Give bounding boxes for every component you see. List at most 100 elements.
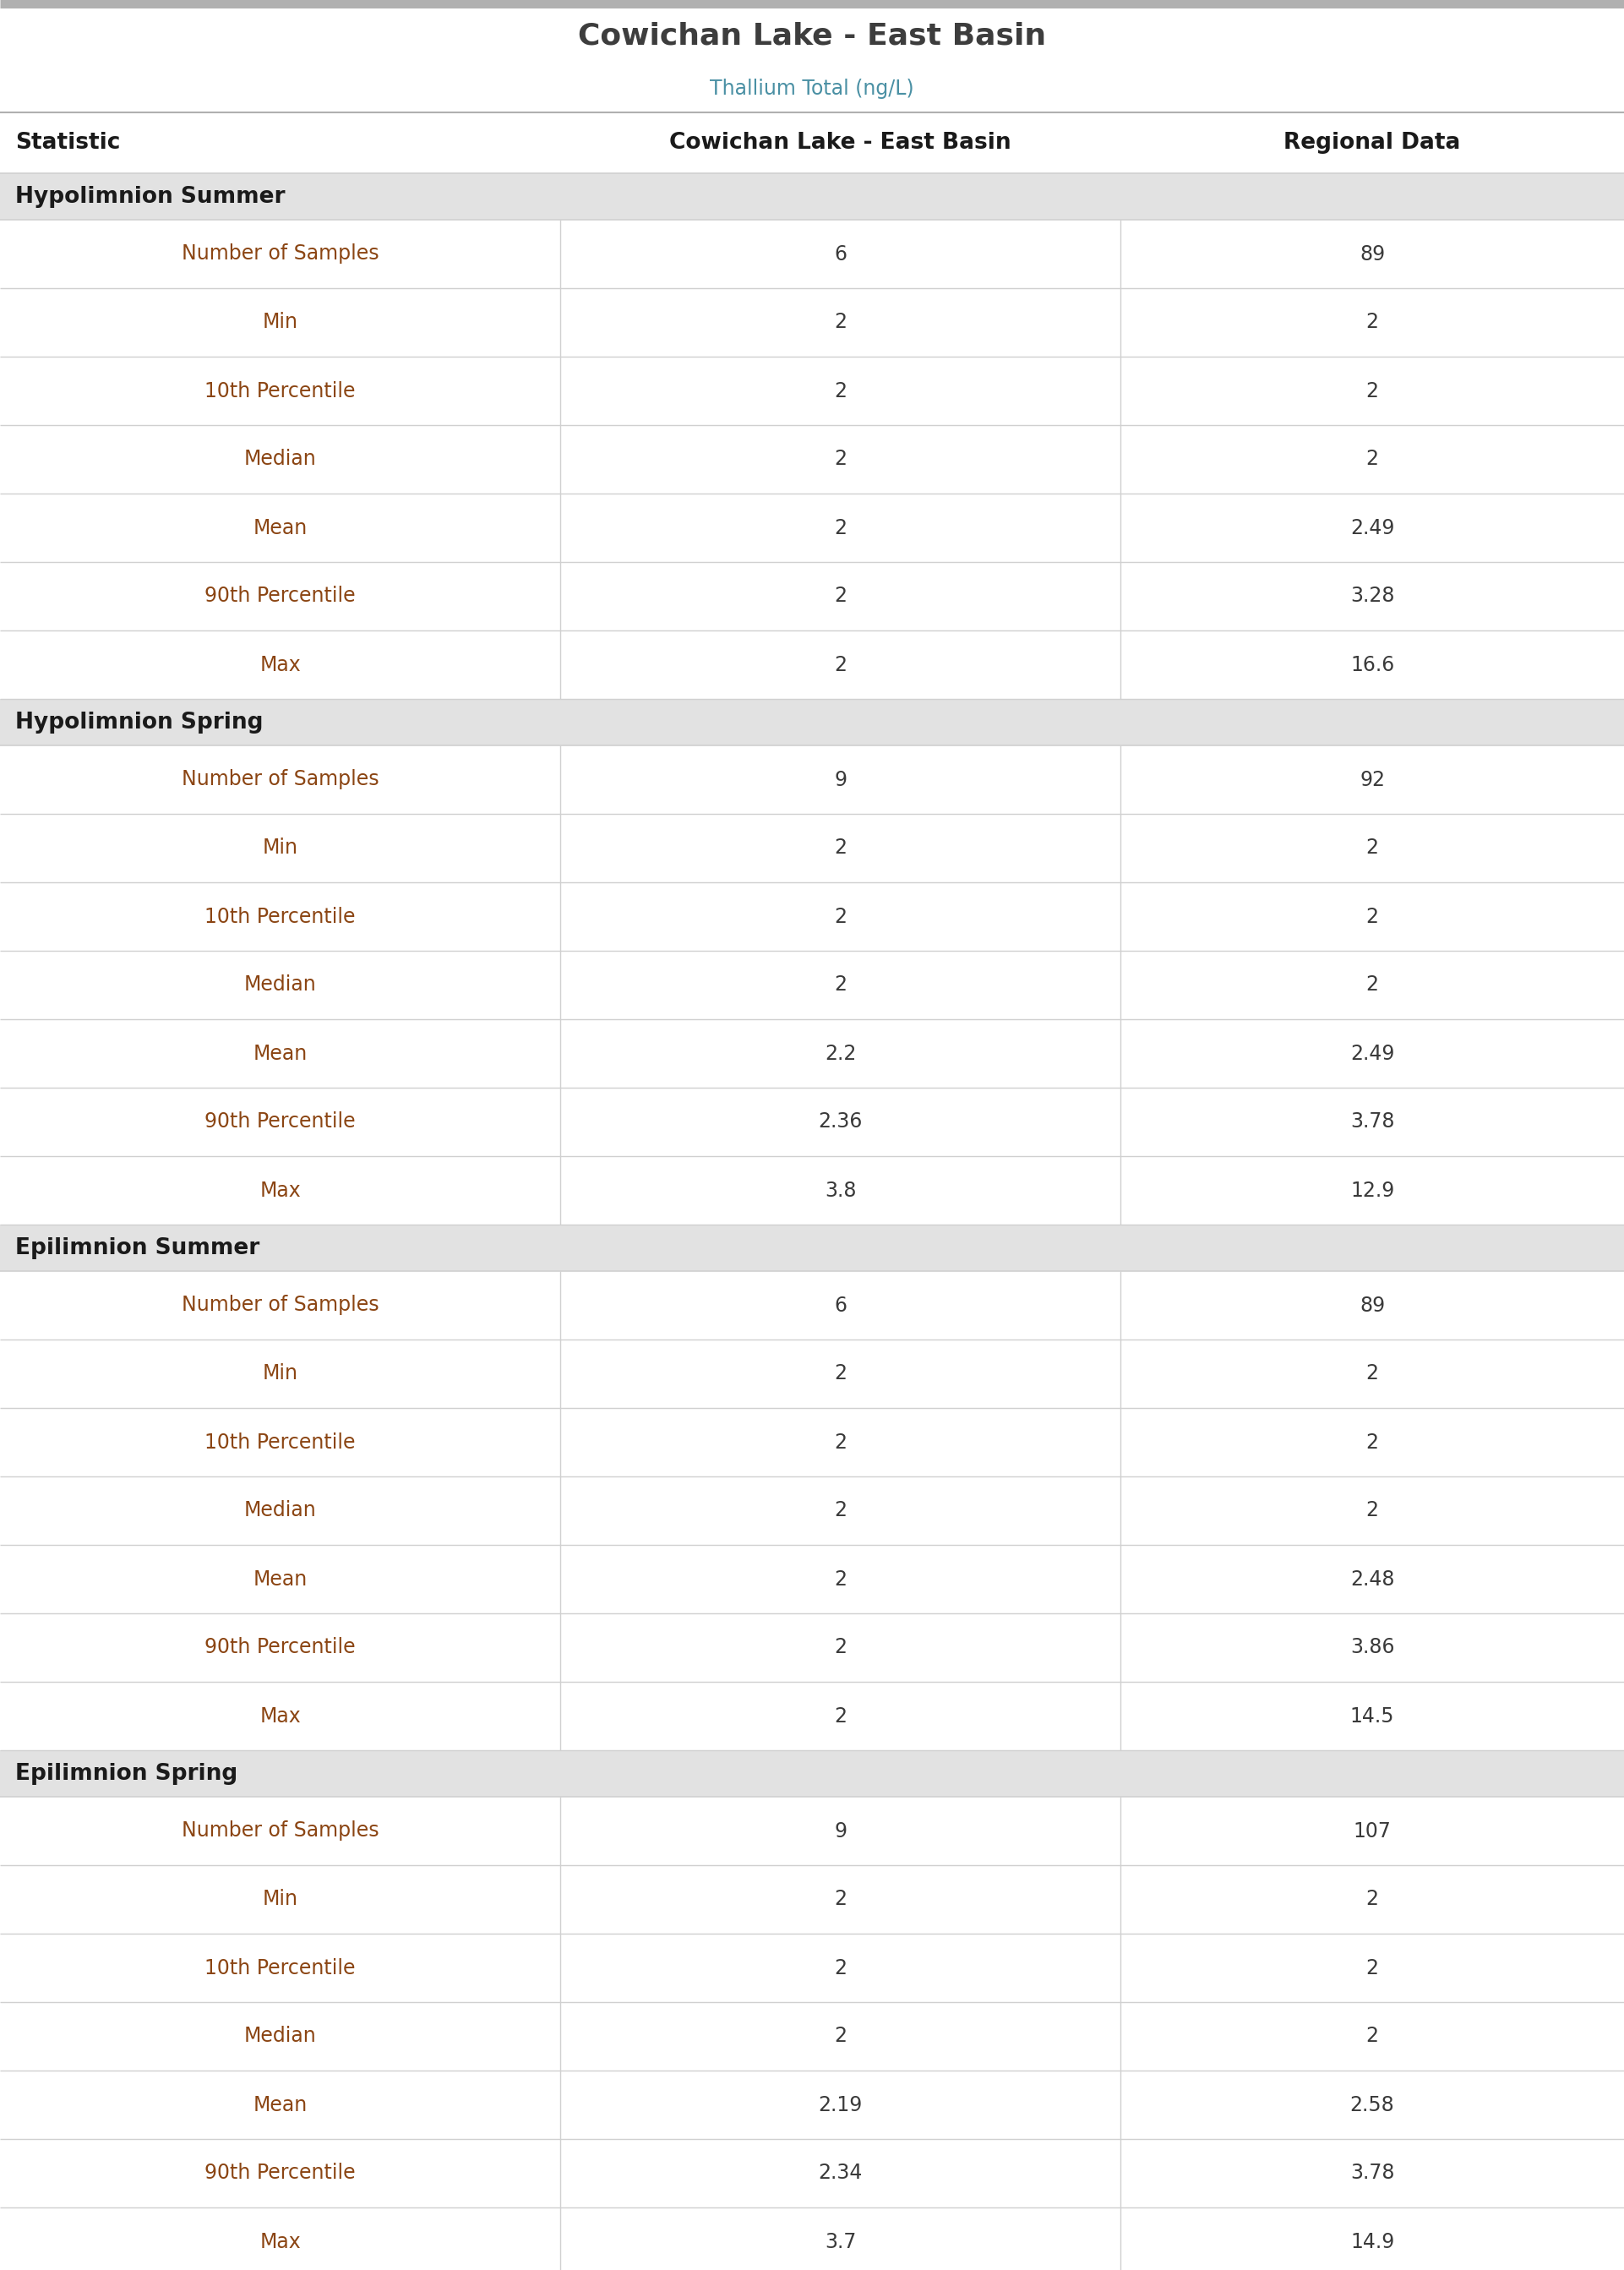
Bar (0, 563, 1624, 631)
Text: 10th Percentile: 10th Percentile (205, 381, 356, 402)
Text: 14.5: 14.5 (1350, 1705, 1395, 1725)
Text: 10th Percentile: 10th Percentile (205, 1432, 356, 1453)
Bar (0, 288, 1624, 356)
Bar (0, 1682, 1624, 1750)
Text: 3.7: 3.7 (825, 2231, 856, 2252)
Text: 2: 2 (835, 1569, 846, 1589)
Text: 2: 2 (835, 1432, 846, 1453)
Bar (0, 1339, 1624, 1407)
Text: 2: 2 (835, 381, 846, 402)
Bar (0, 424, 1624, 493)
Text: Min: Min (263, 1364, 297, 1385)
Bar (0, 2138, 1624, 2206)
Text: 90th Percentile: 90th Percentile (205, 2163, 356, 2184)
Text: 2: 2 (835, 906, 846, 926)
Bar (0, 1155, 1624, 1224)
Text: 2.48: 2.48 (1350, 1569, 1395, 1589)
Bar (0, 699, 1624, 745)
Text: 2: 2 (835, 586, 846, 606)
Bar (0, 114, 1624, 173)
Text: 2.36: 2.36 (818, 1112, 862, 1133)
Text: 2: 2 (1366, 1432, 1379, 1453)
Bar (0, 2206, 1624, 2270)
Bar (0, 1019, 1624, 1087)
Bar (0, 631, 1624, 699)
Bar (0, 356, 1624, 424)
Text: 10th Percentile: 10th Percentile (205, 1957, 356, 1977)
Text: Max: Max (260, 1180, 300, 1201)
Text: Max: Max (260, 1705, 300, 1725)
Bar (0, 493, 1624, 563)
Text: 2.19: 2.19 (818, 2095, 862, 2116)
Text: 2: 2 (835, 1957, 846, 1977)
Bar (0, 745, 1624, 815)
Text: Number of Samples: Number of Samples (182, 770, 378, 790)
Bar (0, 1476, 1624, 1546)
Text: 2: 2 (835, 974, 846, 994)
Text: 2: 2 (835, 838, 846, 858)
Bar (0, 173, 1624, 220)
Text: 3.86: 3.86 (1350, 1637, 1395, 1657)
Text: Median: Median (244, 974, 317, 994)
Text: Hypolimnion Spring: Hypolimnion Spring (15, 711, 263, 733)
Text: Regional Data: Regional Data (1285, 132, 1460, 154)
Text: Min: Min (263, 313, 297, 334)
Text: 2.49: 2.49 (1350, 1044, 1395, 1065)
Text: 12.9: 12.9 (1350, 1180, 1395, 1201)
Text: 92: 92 (1359, 770, 1385, 790)
Text: 2: 2 (1366, 838, 1379, 858)
Text: 2: 2 (835, 313, 846, 334)
Text: Min: Min (263, 1889, 297, 1909)
Text: 89: 89 (1359, 1296, 1385, 1314)
Text: 2: 2 (1366, 1364, 1379, 1385)
Bar (0, 883, 1624, 951)
Text: Cowichan Lake - East Basin: Cowichan Lake - East Basin (669, 132, 1012, 154)
Text: 3.28: 3.28 (1350, 586, 1395, 606)
Text: 2: 2 (835, 1500, 846, 1521)
Text: Cowichan Lake - East Basin: Cowichan Lake - East Basin (578, 20, 1046, 50)
Text: 2: 2 (1366, 1500, 1379, 1521)
Bar (0, 1271, 1624, 1339)
Text: 3.8: 3.8 (825, 1180, 856, 1201)
Text: Thallium Total (ng/L): Thallium Total (ng/L) (710, 79, 914, 100)
Text: 2: 2 (835, 449, 846, 470)
Text: 2: 2 (835, 518, 846, 538)
Bar (0, 1750, 1624, 1798)
Bar (0, 1866, 1624, 1934)
Text: Mean: Mean (253, 1044, 307, 1065)
Text: 6: 6 (835, 1296, 846, 1314)
Text: 90th Percentile: 90th Percentile (205, 1637, 356, 1657)
Text: 3.78: 3.78 (1350, 2163, 1395, 2184)
Text: 2: 2 (1366, 449, 1379, 470)
Text: 89: 89 (1359, 243, 1385, 263)
Text: 2.58: 2.58 (1350, 2095, 1395, 2116)
Text: Mean: Mean (253, 518, 307, 538)
Text: 2: 2 (1366, 974, 1379, 994)
Text: Hypolimnion Summer: Hypolimnion Summer (15, 186, 286, 207)
Text: 6: 6 (835, 243, 846, 263)
Bar (0, 1798, 1624, 1866)
Text: Statistic: Statistic (15, 132, 120, 154)
Text: Max: Max (260, 2231, 300, 2252)
Text: 2: 2 (835, 654, 846, 674)
Text: 2: 2 (835, 1705, 846, 1725)
Bar (0, 2070, 1624, 2138)
Text: 2: 2 (1366, 2027, 1379, 2048)
Text: Epilimnion Summer: Epilimnion Summer (15, 1237, 260, 1260)
Text: 14.9: 14.9 (1350, 2231, 1395, 2252)
Text: Number of Samples: Number of Samples (182, 1821, 378, 1841)
Text: 2: 2 (835, 2027, 846, 2048)
Text: 9: 9 (835, 770, 846, 790)
Text: 2.49: 2.49 (1350, 518, 1395, 538)
Text: Number of Samples: Number of Samples (182, 1296, 378, 1314)
Text: 3.78: 3.78 (1350, 1112, 1395, 1133)
Text: 2: 2 (835, 1364, 846, 1385)
Text: Median: Median (244, 2027, 317, 2048)
Text: 2: 2 (1366, 313, 1379, 334)
Bar (0, 1224, 1624, 1271)
Text: 90th Percentile: 90th Percentile (205, 586, 356, 606)
Text: 107: 107 (1353, 1821, 1392, 1841)
Text: 2.34: 2.34 (818, 2163, 862, 2184)
Text: 9: 9 (835, 1821, 846, 1841)
Text: 2.2: 2.2 (825, 1044, 856, 1065)
